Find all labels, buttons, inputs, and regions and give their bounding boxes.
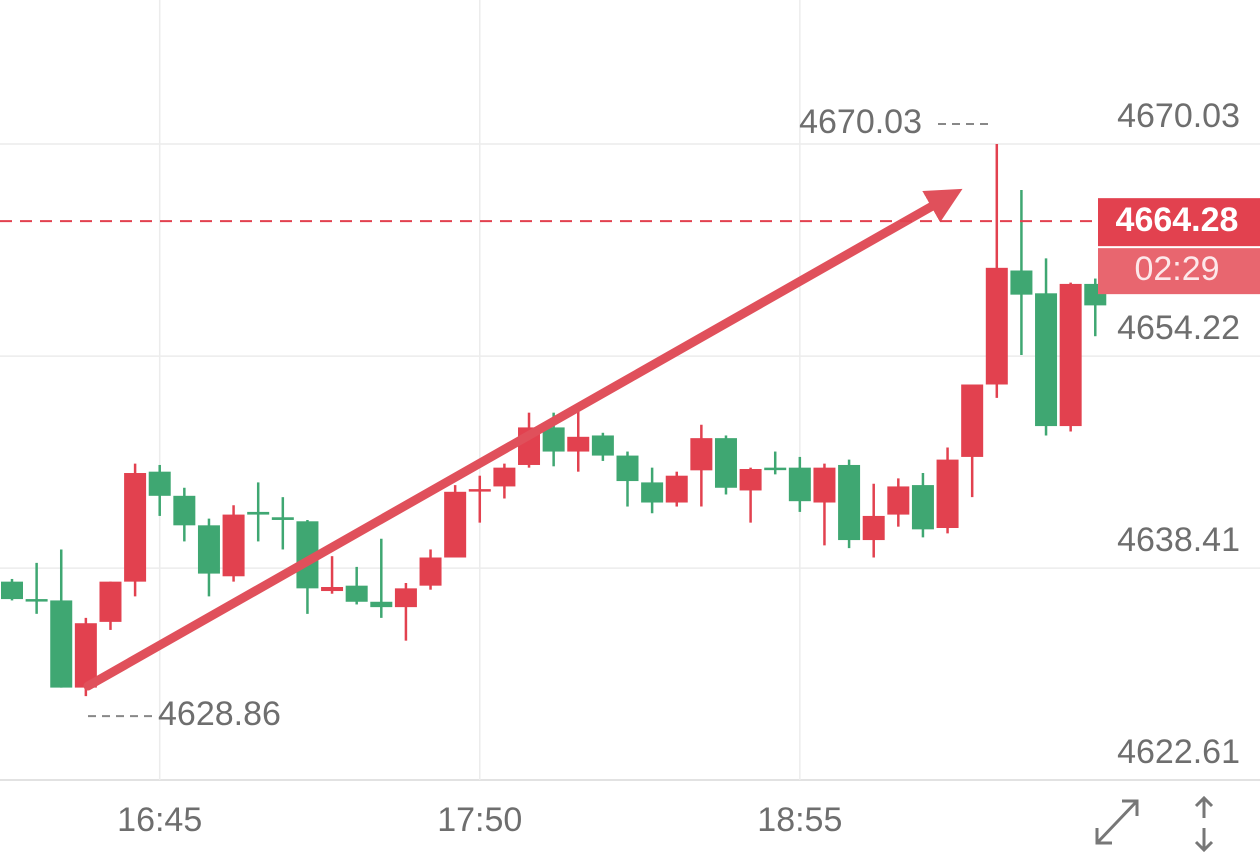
candle-body <box>345 585 368 602</box>
y-tick-label: 4670.03 <box>1117 97 1240 135</box>
candle-body <box>247 511 270 515</box>
candle-body <box>911 485 934 530</box>
y-tick-label: 4638.41 <box>1117 521 1240 559</box>
candle-body <box>321 587 344 592</box>
candle-body <box>1059 283 1082 427</box>
candle-body <box>985 267 1008 385</box>
x-tick-label: 18:55 <box>757 801 842 839</box>
min-label: 4628.86 <box>158 695 281 733</box>
candle-body <box>764 467 787 471</box>
candle-body <box>641 482 664 503</box>
countdown-label: 02:29 <box>1134 250 1219 288</box>
candle-body <box>197 525 220 574</box>
last-price-box <box>1098 198 1260 247</box>
candle-body <box>591 435 614 456</box>
candle-body <box>838 464 861 541</box>
candle-body <box>493 467 516 487</box>
trend-arrow <box>83 188 963 691</box>
candle-body <box>714 438 737 488</box>
candle-body <box>394 588 417 608</box>
candle-body <box>173 495 196 526</box>
candle-body <box>739 468 762 491</box>
y-tick-label: 4622.61 <box>1117 733 1240 771</box>
last-price-label: 4664.28 <box>1116 201 1239 239</box>
candle-body <box>124 473 147 582</box>
candle-body <box>296 521 319 589</box>
candle-body <box>1 581 23 600</box>
candle-body <box>665 475 688 503</box>
candle-body <box>25 599 48 602</box>
y-tick-label: 4654.22 <box>1117 309 1240 347</box>
candle-body <box>222 514 245 577</box>
countdown-box <box>1098 248 1260 295</box>
candle-body <box>961 384 984 457</box>
candle-body <box>690 438 713 471</box>
candle-body <box>74 623 97 688</box>
candle-body <box>1035 293 1058 427</box>
candle-body <box>887 486 910 515</box>
x-tick-label: 17:50 <box>437 801 522 839</box>
candle-body <box>419 557 442 586</box>
candle-body <box>444 491 467 558</box>
expand-icon <box>1095 799 1139 845</box>
candle-body <box>788 467 811 502</box>
candle-body <box>542 427 565 452</box>
candle-body <box>936 459 959 529</box>
max-label: 4670.03 <box>799 103 922 141</box>
candle-body <box>370 601 393 608</box>
candle-body <box>468 489 491 492</box>
candle-body <box>813 467 836 503</box>
candle-body <box>50 600 73 688</box>
candle-body <box>567 436 590 452</box>
candle-body <box>1010 270 1033 295</box>
scale-icon <box>1194 795 1214 853</box>
candle-body <box>271 517 294 520</box>
x-tick-label: 16:45 <box>117 801 202 839</box>
candle-body <box>148 471 171 496</box>
candle-body <box>616 455 639 482</box>
candle-body <box>99 581 122 622</box>
candle-body <box>862 515 885 541</box>
